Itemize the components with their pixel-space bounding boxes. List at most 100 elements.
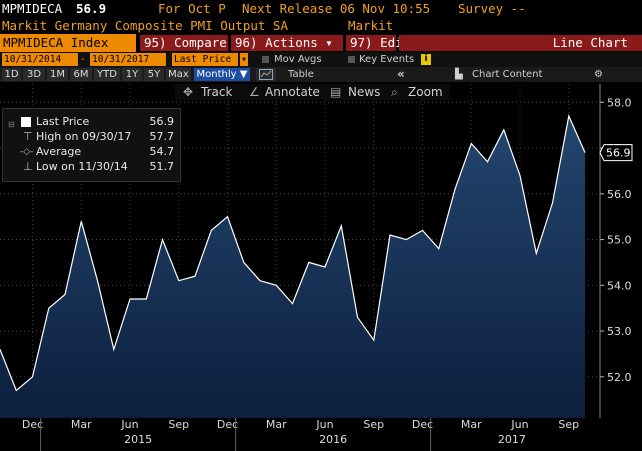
data-point [421, 229, 423, 231]
field-select[interactable]: Last Price [172, 53, 238, 66]
data-point [470, 142, 472, 144]
period-1y[interactable]: 1Y [122, 68, 142, 81]
data-point [291, 302, 293, 304]
period-3d[interactable]: 3D [23, 68, 45, 81]
zoom-button[interactable]: Zoom [408, 85, 443, 99]
series-swatch [21, 117, 31, 127]
info-icon[interactable]: i [421, 54, 431, 65]
table-label[interactable]: Table [288, 69, 314, 80]
key-events-checkbox[interactable] [348, 56, 355, 63]
low-marker-icon: ⊥ [23, 160, 33, 173]
table-chart-icon[interactable] [256, 68, 276, 81]
period-5y[interactable]: 5Y [144, 68, 164, 81]
x-tick-label: Dec [412, 418, 433, 431]
mov-avgs-checkbox[interactable] [262, 56, 269, 63]
news-icon[interactable]: ▤ [330, 85, 342, 99]
x-year-label: 2017 [498, 433, 526, 446]
track-button[interactable]: Track [201, 85, 233, 99]
legend-panel: ⊟ Last Price 56.9 ⊤ High on 09/30/17 57.… [2, 108, 181, 182]
for-period: For Oct P [158, 1, 226, 16]
data-point [31, 376, 33, 378]
period-max[interactable]: Max [166, 68, 191, 81]
news-button[interactable]: News [348, 85, 381, 99]
x-tick-label: Mar [266, 418, 287, 431]
legend-average-label: Average [36, 145, 82, 158]
x-tick-label: Mar [461, 418, 482, 431]
toolbar: MPMIDECA Index 95) Compare 96) Actions ▾… [0, 34, 642, 52]
data-point [535, 252, 537, 254]
collapse-legend-icon[interactable]: ⊟ [8, 120, 15, 129]
options-bar: 10/31/2014 - 10/31/2017 Last Price ▾ Mov… [0, 52, 642, 67]
legend-row-average: -◇- Average 54.7 [3, 145, 178, 159]
x-axis: Dec Mar Jun Sep Dec Mar Jun Sep Dec Mar Jun Sep 2015… [22, 418, 579, 451]
chart-content-icon[interactable]: ▙ [455, 69, 463, 80]
period-1d[interactable]: 1D [2, 68, 21, 81]
period-6m[interactable]: 6M [70, 68, 92, 81]
series-line [0, 113, 586, 392]
data-point [64, 293, 66, 295]
edit-button[interactable]: 97) Edit ▾ [346, 35, 425, 51]
header-bar: MPMIDECA 56.9 For Oct P Next Release 06 … [0, 0, 642, 17]
security-field[interactable]: MPMIDECA Index [0, 34, 136, 52]
y-tick-label: 54.0 [607, 279, 632, 292]
x-tick-label: Sep [363, 418, 384, 431]
chart-tools: ✥ Track ∠ Annotate ▤ News ⌕ Zoom [175, 84, 450, 100]
data-point [129, 298, 131, 300]
data-point [486, 161, 488, 163]
zoom-icon[interactable]: ⌕ [391, 85, 398, 99]
chart-type-button[interactable]: Line Chart [399, 35, 642, 51]
data-point [194, 275, 196, 277]
y-tick-label: 53.0 [607, 325, 632, 338]
last-value-tag: 56.9 [599, 144, 633, 162]
data-point [356, 316, 358, 318]
x-tick-label: Mar [71, 418, 92, 431]
data-point [48, 307, 50, 309]
period-ytd[interactable]: YTD [94, 68, 120, 81]
data-point [551, 202, 553, 204]
data-point [340, 225, 342, 227]
next-release: Next Release 06 Nov 10:55 [242, 1, 431, 16]
start-date-field[interactable]: 10/31/2014 [2, 53, 78, 66]
x-tick-label: Dec [22, 418, 43, 431]
period-bar: 1D 3D 1M 6M YTD 1Y 5Y Max Monthly ▼ Tabl… [0, 67, 642, 82]
data-point [584, 151, 586, 153]
data-point [161, 238, 163, 240]
data-point [324, 266, 326, 268]
data-point [80, 220, 82, 222]
annotate-button[interactable]: Annotate [265, 85, 320, 99]
y-tick-label: 58.0 [607, 96, 632, 109]
x-tick-label: Jun [510, 418, 528, 431]
y-tick-label: 52.0 [607, 371, 632, 384]
data-point [405, 238, 407, 240]
annotate-icon[interactable]: ∠ [249, 85, 260, 99]
data-point [15, 389, 17, 391]
last-value-label: 56.9 [606, 147, 631, 160]
source-label: Markit [348, 18, 394, 33]
price-chart[interactable]: 52.053.054.055.056.057.058.0 DecMarJunSe… [0, 84, 642, 451]
data-point [438, 248, 440, 250]
actions-button[interactable]: 96) Actions ▾ [231, 35, 343, 51]
ticker-symbol: MPMIDECA [2, 1, 63, 16]
survey-label: Survey -- [458, 1, 526, 16]
legend-row-low: ⊥ Low on 11/30/14 51.7 [3, 160, 178, 174]
average-marker-icon: -◇- [20, 147, 34, 157]
mov-avgs-label: Mov Avgs [274, 54, 322, 65]
date-range-dash: - [81, 54, 85, 65]
x-year-label: 2015 [124, 433, 152, 446]
y-tick-label: 56.0 [607, 188, 632, 201]
data-point [243, 261, 245, 263]
chart-content-label[interactable]: Chart Content [472, 69, 543, 80]
field-dropdown-icon[interactable]: ▾ [240, 53, 248, 66]
frequency-select[interactable]: Monthly ▼ [194, 68, 250, 81]
track-icon[interactable]: ✥ [183, 85, 194, 99]
compare-button[interactable]: 95) Compare [140, 35, 228, 51]
data-point [96, 280, 98, 282]
data-point [145, 298, 147, 300]
settings-icon[interactable]: ⚙ [594, 69, 603, 80]
legend-series-value: 56.9 [149, 115, 175, 128]
period-1m[interactable]: 1M [47, 68, 68, 81]
end-date-field[interactable]: 10/31/2017 [90, 53, 166, 66]
high-marker-icon: ⊤ [23, 130, 33, 143]
collapse-icon[interactable]: « [397, 67, 405, 81]
last-value: 56.9 [76, 1, 107, 16]
